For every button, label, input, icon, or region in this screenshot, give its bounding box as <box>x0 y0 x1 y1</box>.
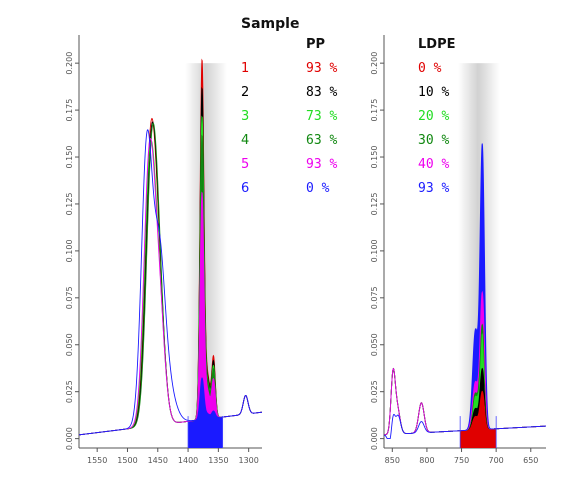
legend-row-pp: 73 % <box>306 109 337 124</box>
left-y-tick-label: 0.025 <box>65 380 74 403</box>
right-region-markers <box>459 416 497 448</box>
left-region-markers <box>187 416 224 448</box>
left-x-tick-label: 1400 <box>178 456 198 465</box>
right-y-tick-label: 0.025 <box>370 380 379 403</box>
legend-header-ldpe: LDPE <box>418 37 455 52</box>
right-x-tick-label: 750 <box>454 456 469 465</box>
right-y-tick-label: 0.000 <box>370 427 379 450</box>
left-y-ticks: 0.000 0.025 0.050 0.075 0.100 0.125 0.150 0.175… <box>65 52 79 450</box>
left-y-tick-label: 0.175 <box>65 99 74 122</box>
right-y-tick-label: 0.175 <box>370 99 379 122</box>
legend-row-id: 4 <box>241 133 249 148</box>
legend-row-id: 6 <box>241 181 249 196</box>
left-x-tick-label: 1550 <box>87 456 107 465</box>
legend-header-pp: PP <box>306 37 325 52</box>
right-spectrum-panel: 0.000 0.025 0.050 0.075 0.100 0.125 0.150 0.175… <box>370 35 547 465</box>
right-x-tick-label: 800 <box>419 456 434 465</box>
left-x-tick-label: 1350 <box>208 456 228 465</box>
left-shadow-right <box>205 63 228 449</box>
left-spectrum-panel: 0.000 0.025 0.050 0.075 0.100 0.125 0.150 0.175… <box>65 35 263 465</box>
legend-row-ldpe: 40 % <box>418 157 449 172</box>
legend-row-pp: 93 % <box>306 157 337 172</box>
legend: Sample PP LDPE 1 93 % 0 % 2 83 % 10 % 3 73 % 20 … <box>241 16 455 196</box>
left-y-tick-label: 0.150 <box>65 146 74 169</box>
left-x-tick-label: 1500 <box>117 456 137 465</box>
left-fill-series-6 <box>188 377 223 448</box>
right-y-tick-label: 0.050 <box>370 333 379 356</box>
legend-row-ldpe: 93 % <box>418 181 449 196</box>
left-y-tick-label: 0.075 <box>65 286 74 309</box>
right-y-tick-label: 0.125 <box>370 193 379 216</box>
right-y-tick-label: 0.150 <box>370 146 379 169</box>
left-y-tick-label: 0.200 <box>65 52 74 75</box>
left-x-tick-label: 1300 <box>238 456 258 465</box>
right-y-tick-label: 0.200 <box>370 52 379 75</box>
right-line-series-6 <box>383 143 547 440</box>
legend-row-pp: 63 % <box>306 133 337 148</box>
left-y-tick-label: 0.050 <box>65 333 74 356</box>
legend-row-pp: 83 % <box>306 85 337 100</box>
legend-row-id: 1 <box>241 61 249 76</box>
legend-rows: 1 93 % 0 % 2 83 % 10 % 3 73 % 20 % 4 63 % 30 % 5 93 %… <box>241 61 449 196</box>
right-x-tick-label: 850 <box>385 456 400 465</box>
legend-row-pp: 0 % <box>306 181 330 196</box>
left-x-tick-label: 1450 <box>148 456 168 465</box>
left-y-tick-label: 0.125 <box>65 193 74 216</box>
left-line-series-6 <box>78 129 263 436</box>
legend-row-ldpe: 0 % <box>418 61 442 76</box>
legend-title: Sample <box>241 16 299 32</box>
legend-row-id: 5 <box>241 157 249 172</box>
legend-row-id: 3 <box>241 109 249 124</box>
left-y-tick-label: 0.000 <box>65 427 74 450</box>
left-x-ticks: 1550 1500 1450 1400 1350 1300 <box>87 448 259 465</box>
legend-row-ldpe: 30 % <box>418 133 449 148</box>
right-y-tick-label: 0.100 <box>370 239 379 262</box>
right-x-ticks: 850 800 750 700 650 <box>385 448 538 465</box>
right-y-ticks: 0.000 0.025 0.050 0.075 0.100 0.125 0.150 0.175… <box>370 52 384 450</box>
legend-row-ldpe: 10 % <box>418 85 449 100</box>
legend-row-id: 2 <box>241 85 249 100</box>
left-plot-frame <box>79 35 262 448</box>
right-y-tick-label: 0.075 <box>370 286 379 309</box>
legend-row-ldpe: 20 % <box>418 109 449 124</box>
left-series-lines <box>78 58 263 436</box>
left-y-tick-label: 0.100 <box>65 239 74 262</box>
right-x-tick-label: 650 <box>523 456 538 465</box>
legend-row-pp: 93 % <box>306 61 337 76</box>
right-fill-series-1 <box>460 391 497 448</box>
left-filled-areas <box>188 59 223 449</box>
right-series-lines <box>383 143 547 440</box>
right-x-tick-label: 700 <box>489 456 504 465</box>
left-fill-series-5 <box>188 192 223 448</box>
